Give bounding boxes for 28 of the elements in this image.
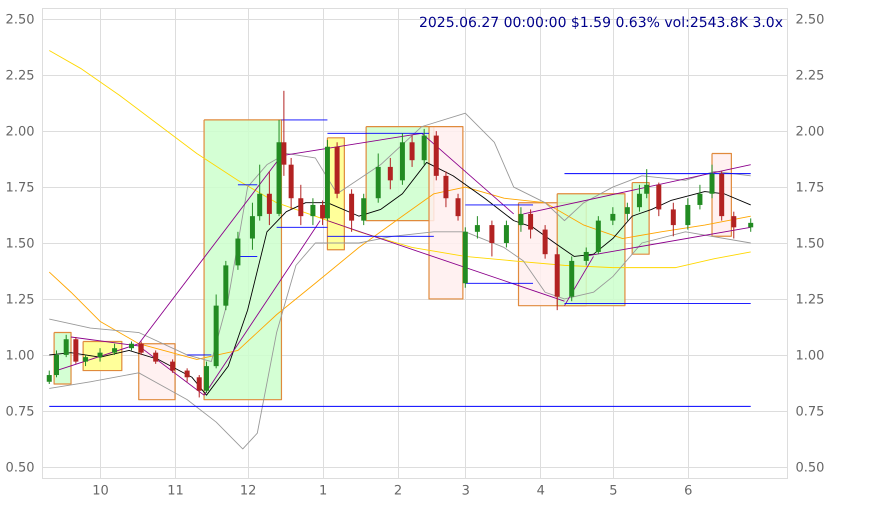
- x-tick-label: 6: [684, 484, 692, 498]
- x-tick-label: 10: [92, 484, 109, 498]
- x-tick-label: 5: [609, 484, 618, 498]
- y-tick-label: 2.50: [6, 12, 34, 28]
- y2-tick-label: 2.25: [796, 68, 824, 84]
- y2-tick-label: 0.50: [796, 460, 824, 476]
- y2-tick-label: 1.25: [796, 292, 824, 308]
- x-tick-label: 12: [240, 484, 256, 498]
- y2-tick-label: 2.50: [796, 12, 824, 28]
- x-tick-label: 11: [167, 484, 184, 498]
- y2-tick-label: 0.75: [796, 404, 824, 420]
- text: 2025.06.27 00:00:00 $1.59 0.63% vol:2543.8K 3.0x: [418, 15, 783, 31]
- x-tick-label: 3: [462, 484, 470, 498]
- y-tick-label: 2.25: [6, 68, 34, 84]
- y-tick-label: 1.25: [6, 292, 34, 308]
- y-tick-label: 0.50: [6, 460, 34, 476]
- x-tick-label: 4: [536, 484, 545, 498]
- x-tick-label: 2: [394, 484, 402, 498]
- y-tick-label: 1.00: [6, 348, 34, 364]
- y-tick-label: 2.00: [6, 124, 34, 140]
- y-tick-label: 0.75: [6, 404, 34, 420]
- x-tick-label: 1: [318, 484, 328, 498]
- y-tick-label: 1.50: [6, 236, 34, 252]
- y2-tick-label: 1.50: [796, 236, 824, 252]
- y2-tick-label: 1.00: [796, 348, 824, 364]
- y2-tick-label: 2.00: [796, 124, 824, 140]
- y-tick-label: 1.75: [6, 180, 34, 196]
- y2-tick-label: 1.75: [796, 180, 824, 196]
